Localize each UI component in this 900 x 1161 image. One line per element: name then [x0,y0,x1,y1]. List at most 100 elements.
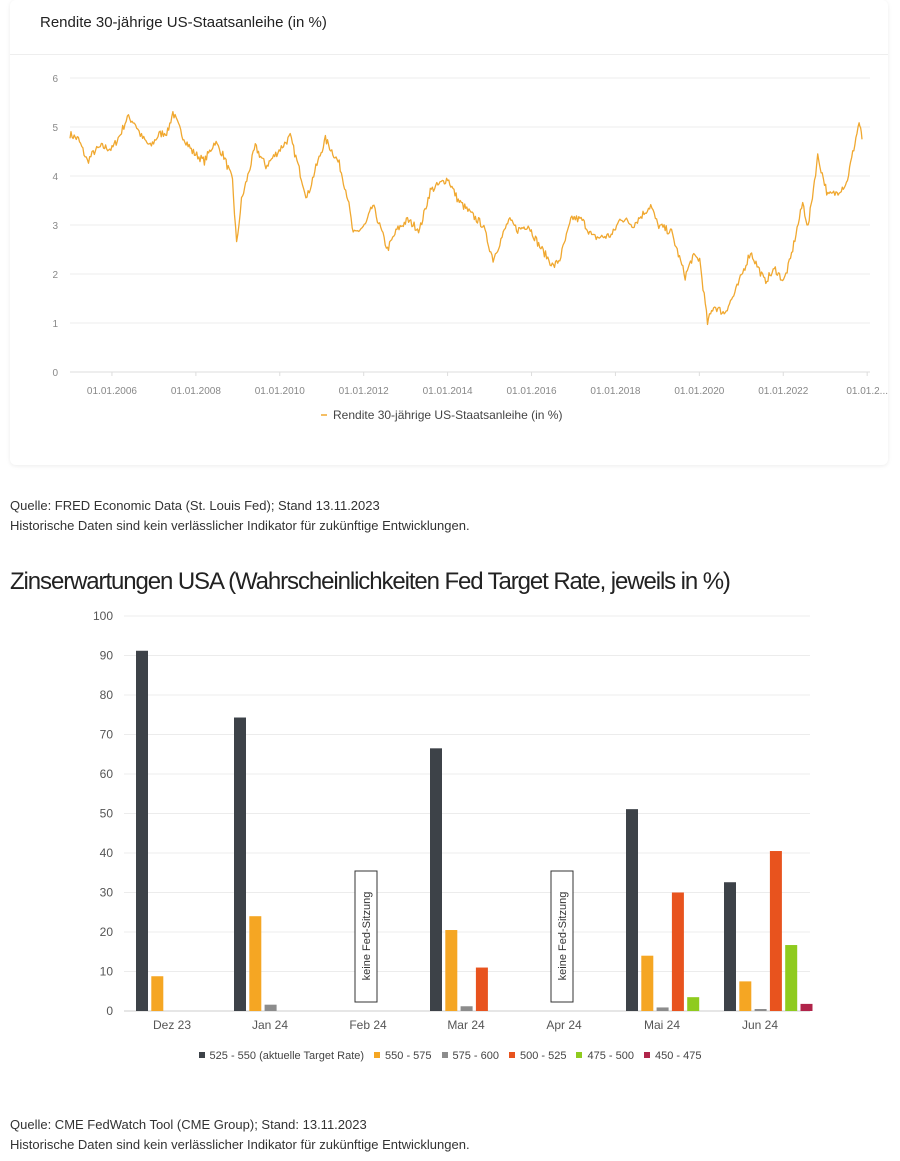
fed-bar [264,1004,277,1011]
fed-bar [475,967,488,1011]
yield-x-tick-label: 01.01.2008 [171,386,221,397]
yield-x-tick-label: 01.01.2020 [674,386,724,397]
fed-chart-gridlines [124,615,810,1012]
fed-source-text: Quelle: CME FedWatch Tool (CME Group); S… [10,1117,367,1132]
yield-source-text: Quelle: FRED Economic Data (St. Louis Fe… [10,498,380,513]
fed-chart-bars [136,650,813,1011]
yield-y-tick-label: 3 [52,221,58,232]
yield-x-tick-label: 01.01.2010 [255,386,305,397]
yield-y-tick-label: 6 [52,74,58,85]
fed-bar [800,1003,813,1011]
fed-y-tick-label: 70 [100,728,114,742]
fed-legend-swatch [374,1052,381,1059]
fed-x-tick-label: Apr 24 [546,1018,582,1032]
fed-x-tick-label: Dez 23 [153,1018,191,1032]
fed-bar [249,916,262,1011]
fed-bar [445,930,458,1011]
yield-chart-card: Rendite 30-jährige US-Staatsanleihe (in … [10,0,888,465]
yield-x-tick-label: 01.01.2... [846,386,888,397]
fed-x-tick-label: Jun 24 [742,1018,778,1032]
fed-bar [671,892,684,1011]
yield-series-line [69,110,863,326]
fed-legend-label: 450 - 475 [654,1050,702,1062]
fed-chart-annotations: keine Fed-Sitzung keine Fed-Sitzung [354,870,574,1003]
no-meeting-label: keine Fed-Sitzung [361,892,373,981]
fed-legend-label: 550 - 575 [385,1050,432,1062]
fed-y-tick-label: 100 [93,609,113,623]
fed-x-tick-label: Mai 24 [644,1018,680,1032]
yield-chart-y-ticks: 0 1 2 3 4 5 6 [52,74,58,379]
yield-y-tick-label: 4 [52,172,58,183]
fed-legend-item[interactable]: 475 - 500 [576,1050,634,1062]
fed-bar [151,976,164,1011]
fed-bar [656,1007,669,1011]
yield-disclaimer-text: Historische Daten sind kein verlässliche… [10,518,470,533]
yield-x-tick-label: 01.01.2018 [590,386,640,397]
fed-legend-item[interactable]: 525 - 550 (aktuelle Target Rate) [198,1050,365,1062]
fed-y-tick-label: 40 [100,846,114,860]
fed-bar [769,851,782,1011]
fed-legend-swatch [509,1052,515,1059]
fed-y-tick-label: 50 [100,807,114,821]
fed-y-tick-label: 0 [106,1004,113,1018]
fed-legend-swatch [576,1052,583,1059]
fed-legend-label: 475 - 500 [587,1050,634,1062]
fed-y-tick-label: 90 [100,649,114,663]
fed-bar [626,809,638,1011]
fed-legend-swatch [441,1052,448,1059]
fed-legend-item[interactable]: 550 - 575 [374,1050,432,1062]
fed-legend-item[interactable]: 500 - 525 [509,1050,566,1062]
fed-legend-label: 575 - 600 [452,1050,499,1062]
yield-line-chart: 0 1 2 3 4 5 6 01.01.2006 01.01.2008 01.01.2010 01… [52,74,888,422]
yield-x-tick-label: 01.01.2016 [506,386,556,397]
yield-y-tick-label: 2 [52,270,58,281]
fed-bar [430,748,442,1011]
fed-bar [687,997,700,1011]
yield-y-tick-label: 5 [52,123,58,134]
yield-y-tick-label: 0 [52,368,58,379]
yield-chart-title: Rendite 30-jährige US-Staatsanleihe (in … [40,14,327,31]
yield-chart-title-divider [10,54,888,55]
fed-x-tick-label: Jan 24 [252,1018,288,1032]
fed-y-tick-label: 60 [100,767,114,781]
fed-chart-y-ticks: 0 10 20 30 40 50 60 70 80 90 100 [93,609,113,1018]
fed-y-tick-label: 20 [100,925,114,939]
fed-x-tick-label: Feb 24 [349,1018,387,1032]
yield-y-tick-label: 1 [52,319,58,330]
yield-x-tick-label: 01.01.2022 [758,386,808,397]
yield-x-tick-label: 01.01.2006 [87,386,137,397]
fed-bar [739,981,752,1011]
fed-source-block: Quelle: CME FedWatch Tool (CME Group); S… [10,1115,470,1155]
no-meeting-box [550,870,574,1003]
fed-x-tick-label: Mar 24 [447,1018,485,1032]
fed-bar [234,717,246,1011]
fed-disclaimer-text: Historische Daten sind kein verlässliche… [10,1137,470,1152]
fed-bar [460,1006,473,1011]
yield-source-block: Quelle: FRED Economic Data (St. Louis Fe… [10,496,470,536]
fed-chart-title: Zinserwartungen USA (Wahrscheinlichkeite… [10,568,731,595]
fed-legend-label: 525 - 550 (aktuelle Target Rate) [209,1050,365,1062]
fed-bar [724,882,736,1011]
yield-chart-gridlines [70,77,870,373]
fed-chart-x-ticks: Dez 23 Jan 24 Feb 24 Mar 24 Apr 24 Mai 24 Jun … [153,1018,778,1032]
fed-legend-item[interactable]: 450 - 475 [643,1050,702,1062]
fed-probability-bar-chart: 0 10 20 30 40 50 60 70 80 90 100 Dez 23 Jan 24 Feb 2… [93,609,813,1032]
fed-legend-swatch [198,1052,205,1059]
no-meeting-box [354,870,378,1003]
fed-legend-label: 500 - 525 [520,1050,567,1062]
yield-chart-legend[interactable]: Rendite 30-jährige US-Staatsanleihe (in … [321,408,562,422]
fed-y-tick-label: 10 [100,965,114,979]
fed-bar [641,955,654,1011]
yield-chart-x-ticks: 01.01.2006 01.01.2008 01.01.2010 01.01.2012… [87,372,888,397]
fed-bar [785,945,798,1011]
fed-y-tick-label: 30 [100,886,114,900]
yield-x-tick-label: 01.01.2014 [423,386,473,397]
yield-legend-label: Rendite 30-jährige US-Staatsanleihe (in … [333,408,562,422]
fed-y-tick-label: 80 [100,688,114,702]
fed-bar [754,1009,767,1011]
fed-bar [136,650,148,1011]
fed-chart-legend: 525 - 550 (aktuelle Target Rate) 550 - 57… [0,1050,900,1062]
fed-legend-swatch [643,1052,650,1059]
no-meeting-label: keine Fed-Sitzung [557,892,569,981]
fed-legend-item[interactable]: 575 - 600 [441,1050,499,1062]
